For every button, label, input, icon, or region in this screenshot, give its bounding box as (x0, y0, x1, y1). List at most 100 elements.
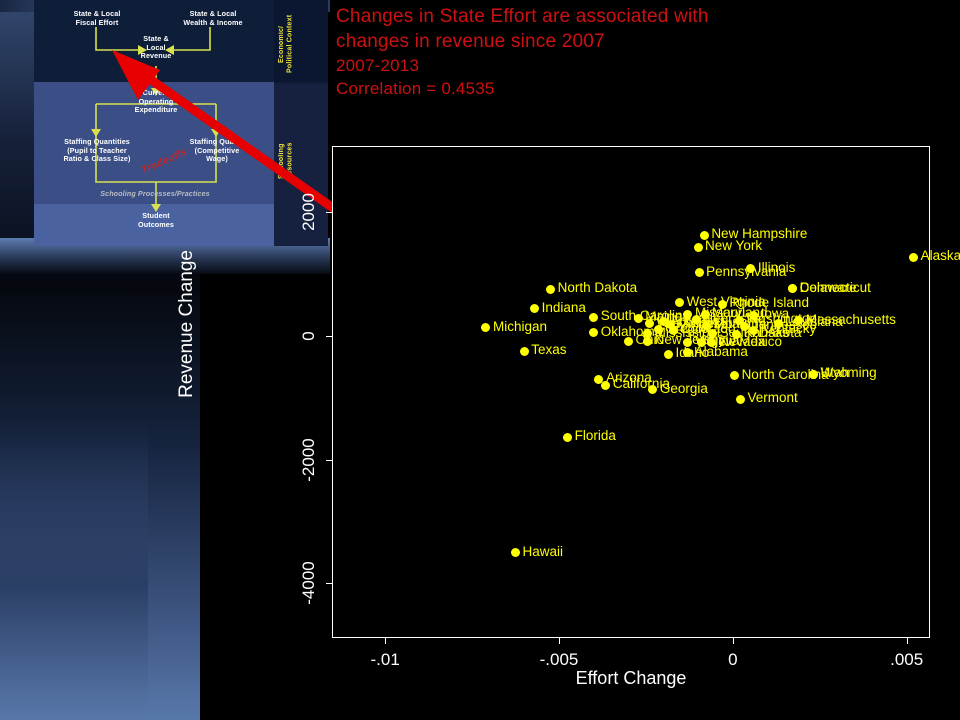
data-point (707, 338, 717, 348)
data-point (589, 312, 599, 322)
scatter-plot-frame: New Hampshire New York Alaska Illinois Penns… (299, 146, 960, 669)
data-point (735, 394, 745, 404)
data-point-label: Utah (820, 365, 850, 381)
data-point-label: Rhode Island (729, 295, 809, 311)
data-point-label: Vermont (747, 390, 798, 406)
x-axis-tick (732, 637, 734, 644)
data-point (683, 348, 693, 358)
x-axis-tick (385, 637, 387, 644)
data-point (511, 548, 521, 558)
data-point (691, 315, 701, 325)
y-axis-tick (326, 583, 333, 585)
data-point (708, 329, 718, 339)
data-point-label: Alabama (694, 343, 748, 359)
x-axis-tick (558, 637, 560, 644)
data-point (749, 325, 759, 335)
data-point (644, 319, 654, 329)
data-point (633, 313, 643, 323)
slide-title-block: Changes in State Effort are associated w… (336, 4, 916, 100)
diagram-node-current-operating-expenditure: Current Operating Expenditure (134, 88, 178, 115)
data-point-label: New York (705, 238, 763, 254)
data-point-label: Indiana (541, 299, 586, 315)
data-point-label: Arkansas (670, 312, 727, 328)
data-point (749, 310, 759, 320)
data-point-label: Mississippi (654, 324, 720, 340)
data-point-label: North Carolina (741, 366, 829, 382)
data-point (732, 329, 742, 339)
title-line-2: changes in revenue since 2007 (336, 31, 605, 52)
data-point (683, 337, 693, 347)
data-point (734, 315, 744, 325)
diagram-node-revenue: State & Local Revenue (140, 34, 172, 61)
data-point (740, 321, 750, 331)
x-axis-tick-label: -.01 (370, 650, 400, 669)
data-point-label: Pennsylvania (706, 263, 787, 279)
data-point (788, 284, 798, 294)
data-point (699, 230, 709, 240)
title-years: 2007-2013 (336, 56, 420, 75)
data-point (658, 317, 668, 327)
data-point-label: Colorado (680, 321, 736, 337)
data-point (808, 369, 818, 379)
data-point (693, 242, 703, 252)
data-point-label: Delaware (799, 279, 857, 295)
x-axis-tick (906, 637, 908, 644)
data-point (697, 338, 707, 348)
data-point-label: Iowa (760, 306, 790, 322)
y-axis-tick-label: 2000 (299, 193, 318, 231)
y-axis-tick (326, 211, 333, 213)
title-correlation: Correlation = 0.4535 (336, 79, 495, 98)
diagram-node-wealth-income: State & Local Wealth & Income (183, 9, 243, 27)
data-point-label: Kentucky (760, 321, 817, 337)
data-point (773, 318, 783, 328)
data-point (664, 349, 673, 359)
data-point-label: Tennessee (751, 317, 818, 333)
x-axis-tick-label: .005 (890, 650, 924, 669)
data-point (694, 268, 704, 278)
diagram-node-schooling-processes: Schooling Processes/Practices (100, 189, 210, 198)
data-point (665, 320, 675, 330)
data-point (702, 320, 712, 330)
y-axis-title: Revenue Change (176, 250, 197, 398)
data-point-label: Virginia (694, 333, 740, 349)
data-point (530, 304, 540, 314)
data-point-label: Kansas (743, 325, 790, 341)
data-point-label: Alaska (920, 248, 960, 264)
data-point-label: Nevada (718, 333, 766, 349)
y-axis-tick (326, 335, 333, 337)
data-point-label: Florida (574, 428, 616, 444)
y-axis-tick (326, 459, 333, 461)
data-point (589, 328, 599, 338)
data-point (683, 309, 693, 319)
data-point (746, 264, 756, 274)
diagram-side-label-economic: Economic/Political Context (278, 14, 294, 74)
background-gradient-left-top (0, 0, 34, 250)
data-point-label: Texas (531, 342, 567, 358)
data-point (594, 374, 604, 384)
y-axis-tick-label: 0 (299, 331, 318, 341)
data-point (653, 325, 663, 335)
data-point (794, 316, 804, 326)
diagram-node-fiscal-effort: State & Local Fiscal Effort (73, 9, 121, 27)
data-point (643, 336, 653, 346)
title-line-1: Changes in State Effort are associated w… (336, 6, 709, 27)
data-point (601, 380, 611, 390)
data-point (624, 336, 634, 346)
data-point (481, 323, 491, 333)
data-point (546, 284, 556, 294)
data-point-label: Michigan (492, 318, 547, 334)
data-point-label: Illinois (757, 259, 796, 275)
x-axis-title: Effort Change (575, 668, 687, 688)
data-point (909, 252, 919, 262)
data-point-label: New Hampshire (711, 226, 808, 242)
diagram-side-label-schooling: Schooling Resources (278, 142, 294, 180)
y-axis-tick-label: -4000 (299, 561, 318, 606)
data-point-label: Connecticut (799, 279, 871, 295)
data-point (717, 299, 727, 309)
data-point (648, 385, 658, 395)
data-point (643, 329, 653, 339)
x-axis-tick-label: -.005 (539, 650, 579, 669)
data-point (730, 371, 740, 381)
diagram-node-student-outcomes: Student Outcomes (138, 211, 174, 229)
